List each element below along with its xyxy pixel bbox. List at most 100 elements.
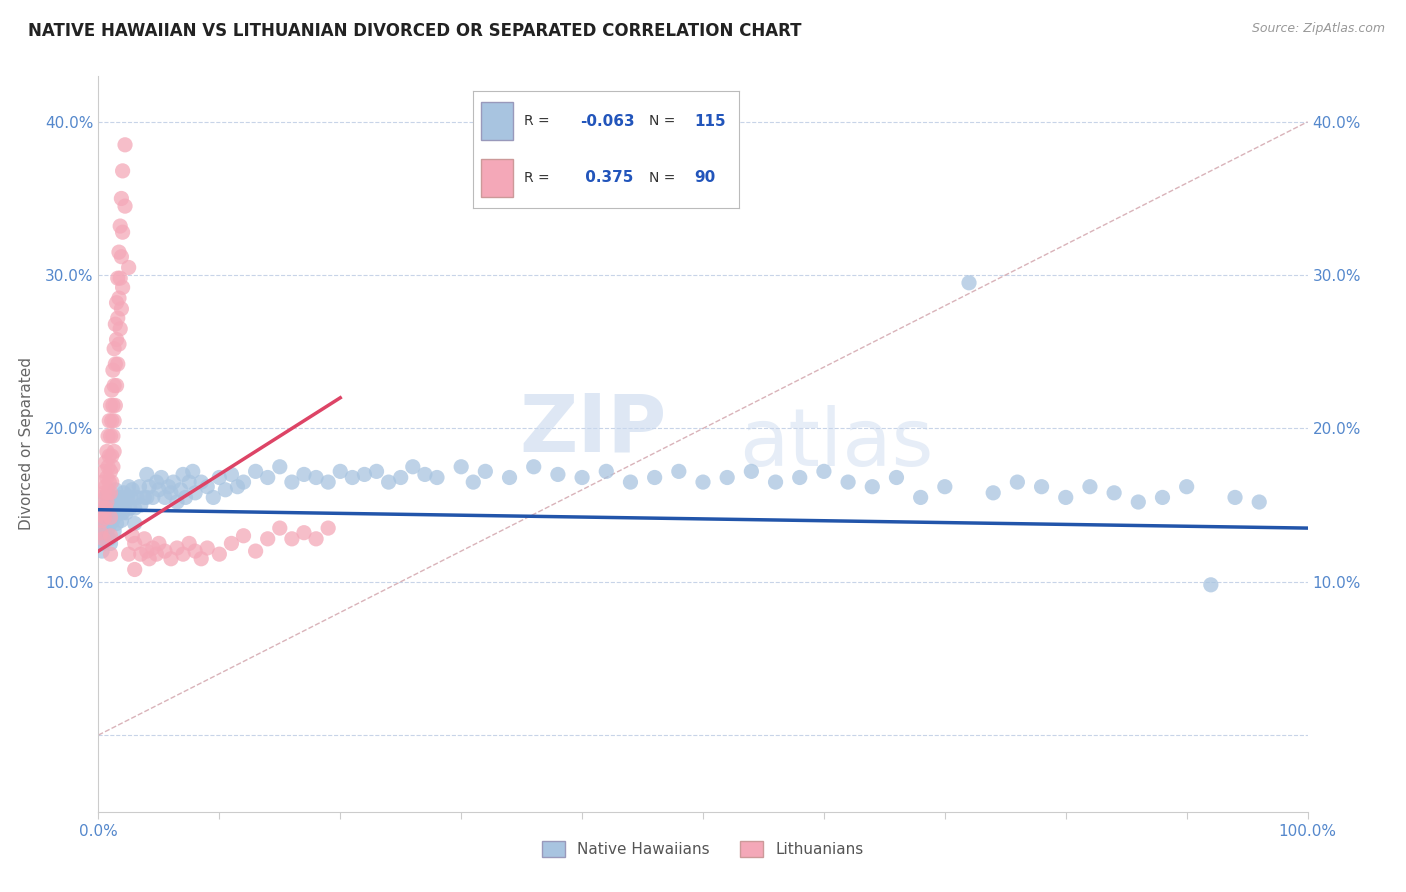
- Point: [402, 459, 425, 474]
- Point: [281, 475, 304, 489]
- Point: [103, 378, 125, 392]
- Point: [103, 342, 125, 356]
- Point: [121, 529, 143, 543]
- Point: [245, 464, 267, 478]
- Point: [166, 495, 188, 509]
- Point: [148, 483, 170, 497]
- Point: [184, 544, 207, 558]
- Point: [94, 480, 117, 494]
- Point: [1102, 485, 1125, 500]
- Point: [111, 225, 134, 239]
- Point: [316, 475, 339, 489]
- Point: [1078, 480, 1101, 494]
- Point: [128, 480, 150, 494]
- Point: [90, 506, 112, 520]
- Point: [114, 199, 136, 213]
- Point: [256, 532, 278, 546]
- Point: [305, 470, 328, 484]
- Point: [389, 470, 412, 484]
- Point: [91, 491, 114, 505]
- Point: [100, 464, 122, 478]
- Point: [160, 485, 183, 500]
- Point: [142, 541, 165, 555]
- Point: [190, 475, 212, 489]
- Point: [105, 295, 128, 310]
- Point: [142, 491, 165, 505]
- Point: [179, 475, 201, 489]
- Point: [97, 485, 120, 500]
- Point: [162, 475, 184, 489]
- Point: [208, 470, 231, 484]
- Point: [1199, 578, 1222, 592]
- Point: [208, 547, 231, 561]
- Point: [100, 529, 122, 543]
- Point: [329, 464, 352, 478]
- Point: [96, 444, 118, 458]
- Point: [463, 475, 485, 489]
- Text: NATIVE HAWAIIAN VS LITHUANIAN DIVORCED OR SEPARATED CORRELATION CHART: NATIVE HAWAIIAN VS LITHUANIAN DIVORCED O…: [28, 22, 801, 40]
- Point: [124, 562, 146, 576]
- Point: [103, 444, 125, 458]
- Point: [91, 536, 114, 550]
- Point: [100, 414, 122, 428]
- Point: [108, 271, 131, 285]
- Point: [860, 480, 883, 494]
- Point: [94, 455, 117, 469]
- Point: [450, 459, 472, 474]
- Point: [100, 536, 122, 550]
- Point: [595, 464, 617, 478]
- Point: [129, 498, 152, 512]
- Point: [96, 495, 118, 509]
- Point: [1223, 491, 1246, 505]
- Point: [138, 551, 160, 566]
- Point: [135, 544, 157, 558]
- Text: atlas: atlas: [740, 405, 934, 483]
- Point: [172, 547, 194, 561]
- Point: [107, 311, 129, 326]
- Point: [100, 547, 122, 561]
- Point: [124, 501, 146, 516]
- Point: [571, 470, 593, 484]
- Point: [111, 164, 134, 178]
- Point: [150, 470, 173, 484]
- Point: [111, 491, 134, 505]
- Point: [179, 536, 201, 550]
- Text: ZIP: ZIP: [519, 390, 666, 468]
- Point: [413, 467, 436, 482]
- Point: [157, 480, 180, 494]
- Point: [813, 464, 835, 478]
- Point: [101, 429, 124, 443]
- Point: [93, 510, 115, 524]
- Point: [127, 491, 149, 505]
- Point: [195, 480, 218, 494]
- Point: [121, 483, 143, 497]
- Point: [110, 192, 132, 206]
- Point: [112, 485, 135, 500]
- Point: [124, 516, 146, 531]
- Point: [104, 399, 127, 413]
- Point: [426, 470, 449, 484]
- Point: [110, 513, 132, 527]
- Point: [184, 485, 207, 500]
- Point: [316, 521, 339, 535]
- Point: [118, 501, 141, 516]
- Point: [692, 475, 714, 489]
- Point: [190, 551, 212, 566]
- Point: [981, 485, 1004, 500]
- Point: [910, 491, 932, 505]
- Point: [181, 464, 204, 478]
- Point: [740, 464, 762, 478]
- Point: [214, 483, 236, 497]
- Point: [135, 491, 157, 505]
- Point: [100, 485, 122, 500]
- Point: [166, 541, 188, 555]
- Point: [226, 480, 249, 494]
- Point: [1249, 495, 1271, 509]
- Point: [94, 501, 117, 516]
- Point: [91, 501, 114, 516]
- Point: [547, 467, 569, 482]
- Point: [305, 532, 328, 546]
- Text: Source: ZipAtlas.com: Source: ZipAtlas.com: [1251, 22, 1385, 36]
- Point: [221, 467, 243, 482]
- Point: [124, 536, 146, 550]
